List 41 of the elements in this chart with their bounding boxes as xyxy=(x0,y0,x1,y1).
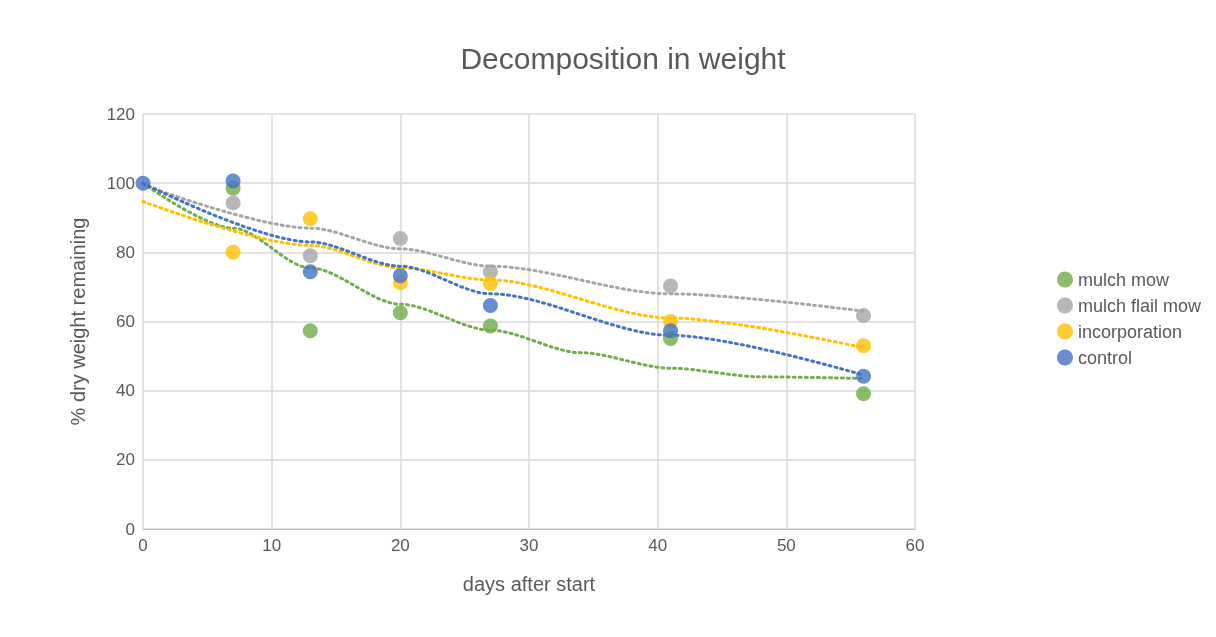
y-axis-title: % dry weight remaining xyxy=(67,217,89,426)
point xyxy=(482,275,498,291)
point xyxy=(225,195,241,211)
legend-label: control xyxy=(1077,347,1132,368)
point xyxy=(856,386,872,402)
x-axis-title: days after start xyxy=(462,573,596,595)
chart-title: Decomposition in weight xyxy=(460,41,787,75)
point xyxy=(225,173,241,189)
point xyxy=(225,244,241,260)
point xyxy=(302,323,318,339)
point xyxy=(392,231,408,246)
x-tick-label: 20 xyxy=(390,536,410,555)
legend-label: mulch mow xyxy=(1077,269,1170,290)
y-tick-label: 20 xyxy=(116,450,135,470)
x-tick-label: 0 xyxy=(138,536,148,555)
legend-label: mulch flail mow xyxy=(1077,295,1202,316)
point xyxy=(302,248,318,264)
y-tick-label: 120 xyxy=(106,104,135,124)
point xyxy=(663,323,679,339)
point xyxy=(135,175,151,191)
y-tick-label: 80 xyxy=(116,242,135,262)
point xyxy=(663,278,679,294)
y-tick-label: 60 xyxy=(116,312,135,331)
point xyxy=(482,318,498,334)
point xyxy=(856,368,872,384)
y-tick-label: 100 xyxy=(106,173,135,193)
point xyxy=(392,268,408,284)
legend-label: incorporation xyxy=(1077,321,1183,342)
point xyxy=(856,338,872,354)
point xyxy=(392,305,408,321)
y-tick-label: 0 xyxy=(125,519,135,539)
y-tick-label: 40 xyxy=(116,381,135,401)
x-tick-label: 30 xyxy=(519,536,539,555)
x-tick-label: 60 xyxy=(905,536,925,555)
x-tick-label: 10 xyxy=(262,536,282,555)
point xyxy=(482,298,498,314)
point xyxy=(302,264,318,280)
x-tick-label: 40 xyxy=(648,536,668,555)
point xyxy=(302,211,318,227)
x-tick-label: 50 xyxy=(776,536,796,555)
point xyxy=(856,308,872,324)
